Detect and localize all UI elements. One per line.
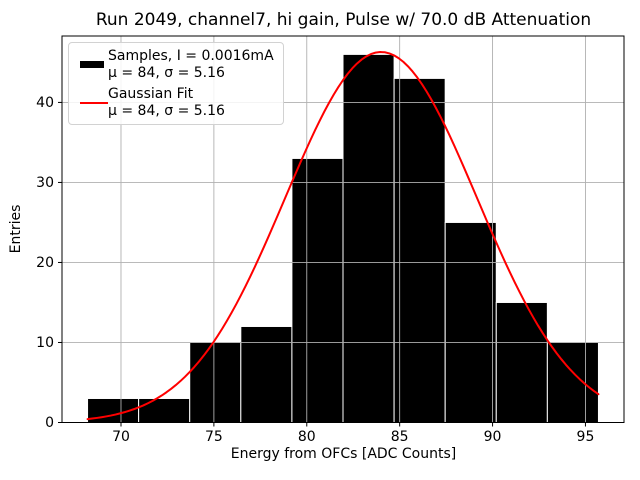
x-tick-label: 80	[298, 429, 316, 445]
histogram-bar	[444, 221, 497, 423]
x-tick-label: 70	[112, 429, 130, 445]
axes-frame	[61, 35, 625, 423]
legend-samples-stats: μ = 84, σ = 5.16	[108, 64, 225, 81]
y-tick-label: 30	[36, 175, 54, 191]
legend-swatch-column	[76, 61, 108, 68]
histogram-bar	[495, 301, 548, 423]
legend: Samples, I = 0.0016mA μ = 84, σ = 5.16 G…	[68, 42, 284, 125]
y-tick-label: 40	[36, 95, 54, 111]
legend-gaussian-text: Gaussian Fit μ = 84, σ = 5.16	[108, 86, 225, 119]
legend-entry-samples: Samples, I = 0.0016mA μ = 84, σ = 5.16	[76, 48, 275, 81]
histogram-bar	[240, 325, 293, 424]
y-tick-label: 10	[36, 335, 54, 351]
x-axis-label: Energy from OFCs [ADC Counts]	[230, 446, 457, 462]
histogram-bar	[189, 341, 242, 424]
histogram-bar	[393, 77, 446, 423]
histogram-bar	[138, 397, 191, 423]
samples-swatch-icon	[80, 61, 104, 68]
legend-swatch-column	[76, 101, 108, 104]
legend-entry-gaussian-fit: Gaussian Fit μ = 84, σ = 5.16	[76, 86, 275, 119]
legend-gaussian-stats: μ = 84, σ = 5.16	[108, 102, 225, 119]
gaussian-fit-line	[86, 51, 600, 421]
histogram-bar	[342, 53, 395, 424]
legend-samples-text: Samples, I = 0.0016mA μ = 84, σ = 5.16	[108, 48, 274, 81]
chart-title: Run 2049, channel7, hi gain, Pulse w/ 70…	[95, 10, 592, 30]
y-axis-label: Entries	[8, 204, 24, 254]
y-tick-label: 20	[36, 255, 54, 271]
gaussian-fit-swatch-icon	[80, 101, 108, 104]
x-tick-label: 95	[577, 429, 595, 445]
x-tick-label: 75	[205, 429, 223, 445]
histogram-bar	[291, 157, 344, 423]
x-tick-label: 85	[391, 429, 409, 445]
x-tick-label: 90	[484, 429, 502, 445]
histogram-bar	[546, 341, 599, 424]
legend-samples-label: Samples, I = 0.0016mA	[108, 48, 274, 64]
y-tick-label: 0	[45, 415, 54, 431]
legend-gaussian-label: Gaussian Fit	[108, 86, 194, 102]
